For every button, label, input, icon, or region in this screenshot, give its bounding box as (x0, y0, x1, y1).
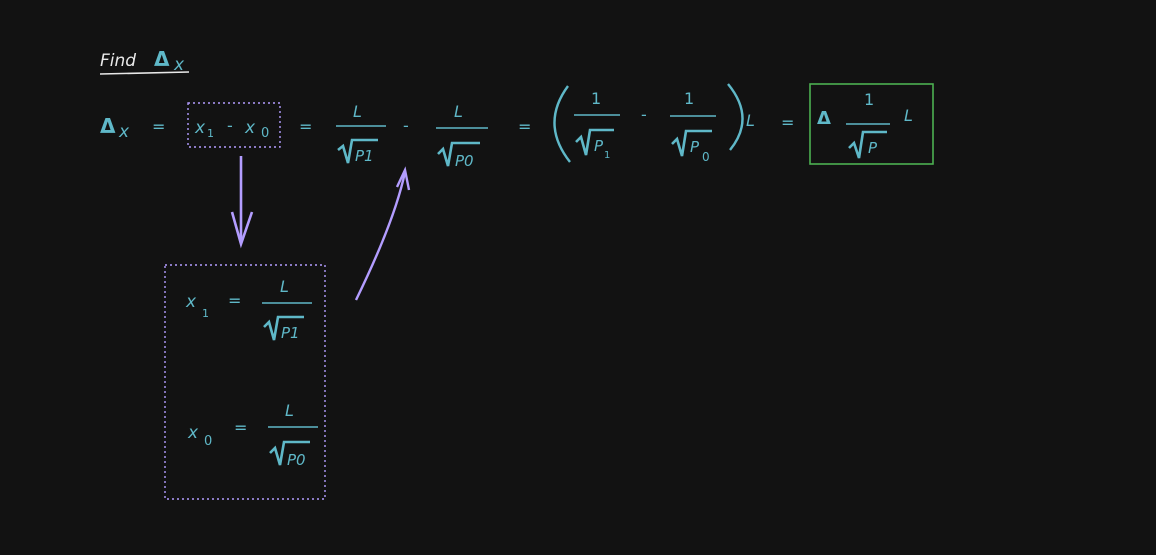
numerator-L: L (454, 102, 463, 121)
fraction-L-over-sqrtP1: L P1 (336, 102, 386, 165)
result-delta: Δ (817, 108, 831, 129)
equals-sign: = (299, 117, 312, 136)
arrow-head (230, 211, 254, 249)
denominator-P0: P0 (455, 152, 474, 170)
difference-group: x 1 - x 0 (187, 102, 281, 148)
def-x1-symbol: x (185, 292, 197, 312)
title: Find Δ x (99, 47, 190, 75)
lhs-x: x (118, 122, 130, 142)
sqrt-sign (848, 130, 887, 159)
down-arrow (230, 156, 254, 249)
sqrt-sign (263, 315, 304, 341)
sqrt-sign (437, 141, 480, 167)
title-underline (99, 71, 190, 75)
result-box: Δ 1 P L (809, 83, 934, 165)
sqrt-sign (671, 129, 712, 157)
equals-sign: = (152, 117, 165, 136)
def-x0-subscript: 0 (204, 434, 212, 449)
fraction-L-over-sqrtP0: L P0 (436, 102, 488, 170)
equals-sign: = (234, 418, 247, 437)
minus-sign: - (641, 105, 647, 124)
result-L: L (904, 106, 913, 125)
lhs-delta: Δ (100, 114, 116, 138)
minus-sign: - (403, 116, 409, 135)
arrow-head (395, 166, 411, 191)
equals-sign: = (228, 291, 241, 310)
denominator-P1: P1 (355, 147, 374, 165)
result-highlight (809, 83, 934, 165)
right-parenthesis (727, 83, 744, 151)
x1-symbol: x (194, 118, 206, 138)
result-denominator-P: P (868, 139, 878, 157)
def-denominator-P0: P0 (287, 451, 306, 469)
difference-box (187, 102, 281, 148)
def-numerator-L: L (280, 277, 289, 296)
left-parenthesis (553, 85, 571, 163)
title-find: Find (100, 51, 136, 71)
factored-expression: 1 P 1 - 1 P 0 L (553, 83, 755, 164)
x1-subscript: 1 (207, 127, 214, 140)
def-numerator-L: L (285, 401, 294, 420)
def-x1-subscript: 1 (202, 307, 209, 320)
minus-sign: - (227, 116, 233, 135)
arrow-curve (354, 171, 407, 301)
def-denominator-P1: P1 (281, 324, 300, 342)
sqrt-sign (575, 128, 614, 156)
numerator-L: L (353, 102, 362, 121)
denominator-subscript-1: 1 (604, 150, 610, 161)
title-x: x (173, 55, 185, 75)
x0-subscript: 0 (261, 126, 269, 141)
definitions-box: x 1 = L P1 x 0 = L P0 (164, 264, 326, 500)
multiplier-L: L (746, 111, 755, 130)
result-numerator-one: 1 (864, 90, 874, 109)
equation-lhs: Δ x = (100, 114, 165, 142)
equals-sign: = (518, 117, 531, 136)
equals-sign: = (781, 113, 794, 132)
sqrt-sign (337, 138, 378, 164)
denominator-subscript-0: 0 (702, 150, 710, 164)
numerator-one: 1 (591, 89, 601, 108)
definitions-border (164, 264, 326, 500)
curved-arrow (354, 166, 411, 301)
numerator-one: 1 (684, 89, 694, 108)
def-x0-symbol: x (187, 423, 199, 443)
x0-symbol: x (244, 118, 256, 138)
denominator-P: P (594, 137, 604, 155)
sqrt-sign (269, 440, 310, 466)
title-delta: Δ (154, 47, 170, 71)
denominator-P: P (690, 138, 700, 156)
